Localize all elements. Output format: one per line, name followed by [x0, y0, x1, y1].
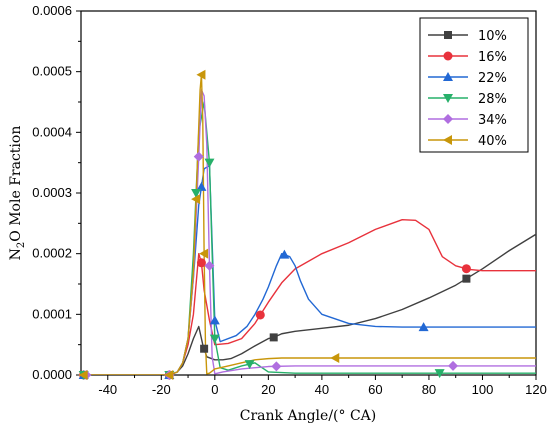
- series-marker-28pct: [434, 369, 445, 379]
- legend-label: 28%: [478, 92, 507, 107]
- legend-marker: [443, 51, 453, 61]
- series-marker-16pct: [196, 258, 206, 268]
- series-marker-28pct: [209, 334, 220, 344]
- y-axis-title-sub: 2: [16, 242, 27, 248]
- series-line-16pct: [81, 218, 536, 375]
- series-marker-22pct: [418, 322, 429, 332]
- legend-marker: [443, 135, 452, 145]
- series-marker-10pct: [200, 344, 209, 353]
- legend-marker: [443, 72, 453, 81]
- x-tick-label: -20: [152, 382, 171, 397]
- series-marker-22pct: [196, 181, 207, 191]
- x-tick-label: 0: [211, 382, 218, 397]
- legend-label: 34%: [478, 113, 507, 128]
- y-tick-label: 0.0006: [32, 3, 72, 18]
- legend-item-16pct: 16%: [428, 50, 507, 65]
- y-tick-label: 0.0001: [32, 306, 72, 321]
- y-tick-label: 0.0000: [32, 367, 72, 382]
- series-marker-28pct: [191, 189, 202, 198]
- legend-box: [419, 17, 529, 153]
- series-marker-40pct: [191, 194, 201, 205]
- series-marker-10pct: [269, 333, 278, 342]
- series-marker-22pct: [209, 315, 220, 325]
- series-marker-10pct: [462, 274, 471, 283]
- legend-label: 40%: [478, 134, 507, 149]
- x-axis-ticks: -40 -20 0 20 40 60 80 100 120: [80, 375, 547, 397]
- x-tick-label: 20: [261, 382, 275, 397]
- legend-marker: [443, 94, 453, 103]
- x-tick-label: 40: [315, 382, 329, 397]
- x-tick-label: -40: [98, 382, 117, 397]
- legend-marker: [443, 114, 453, 124]
- series-marker-40pct: [164, 370, 174, 380]
- x-tick-label: 60: [368, 382, 382, 397]
- series-line-10pct: [81, 233, 536, 375]
- series-marker-28pct: [244, 360, 255, 370]
- y-axis-title-main: N: [8, 248, 24, 260]
- x-tick-label: 80: [422, 382, 436, 397]
- series-marker-40pct: [199, 248, 209, 259]
- series-marker-34pct: [271, 361, 282, 372]
- series-marker-34pct: [193, 151, 204, 162]
- series-marker-16pct: [255, 310, 265, 320]
- y-tick-label: 0.0003: [32, 185, 72, 200]
- series-marker-40pct: [78, 370, 88, 380]
- legend-label: 10%: [478, 29, 507, 44]
- legend-item-28pct: 28%: [428, 92, 507, 107]
- legend-item-34pct: 34%: [428, 113, 507, 128]
- series-marker-40pct: [330, 353, 340, 364]
- series-marker-16pct: [461, 264, 471, 274]
- x-tick-label: 120: [525, 382, 547, 397]
- legend-item-40pct: 40%: [428, 134, 507, 149]
- legend-label: 16%: [478, 50, 507, 65]
- legend: 10% 16% 22% 28% 34% 40%: [419, 17, 529, 153]
- series-marker-34pct: [204, 260, 215, 271]
- y-tick-label: 0.0002: [32, 246, 72, 261]
- x-axis-title: Crank Angle/(° CA): [240, 408, 376, 424]
- y-axis-title-rest: O Mole Fraction: [8, 126, 24, 242]
- y-axis-ticks: 0.0000 0.0001 0.0002 0.0003 0.0004 0.0005 0.00…: [32, 3, 81, 382]
- series-marker-34pct: [448, 360, 459, 371]
- y-tick-label: 0.0005: [32, 64, 72, 79]
- series-markers: [78, 69, 471, 380]
- y-axis-title: N2O Mole Fraction: [8, 126, 27, 261]
- legend-item-10pct: 10%: [428, 29, 507, 44]
- legend-label: 22%: [478, 71, 507, 86]
- legend-item-22pct: 22%: [428, 71, 507, 86]
- series-marker-28pct: [204, 158, 215, 168]
- y-tick-label: 0.0004: [32, 124, 72, 139]
- legend-marker: [444, 31, 452, 39]
- series-marker-40pct: [196, 69, 206, 80]
- x-tick-label: 100: [472, 382, 494, 397]
- series-marker-22pct: [279, 249, 290, 259]
